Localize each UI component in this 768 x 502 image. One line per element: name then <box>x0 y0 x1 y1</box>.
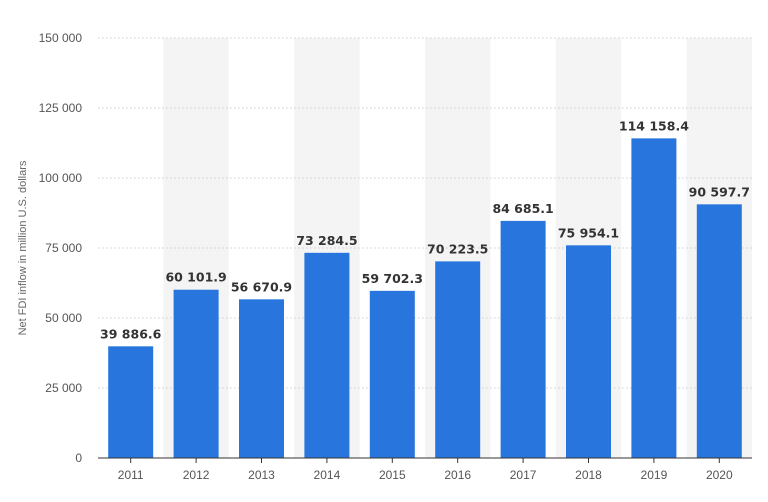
bar-2016[interactable] <box>435 261 481 458</box>
y-tick-label: 75 000 <box>45 241 82 255</box>
data-label-2015: 59 702.3 <box>362 271 423 286</box>
x-tick-label-2015: 2015 <box>379 468 406 482</box>
y-tick-label: 0 <box>75 451 82 465</box>
bar-2015[interactable] <box>369 290 415 458</box>
y-tick-label: 25 000 <box>45 381 82 395</box>
bar-2013[interactable] <box>239 299 284 458</box>
bar-2020[interactable] <box>696 204 742 458</box>
y-axis-ticks: 0 25 000 50 000 75 000 100 000 125 000 150 000 <box>39 31 83 465</box>
data-labels: 39 886.6 60 101.9 56 670.9 73 284.5 59 702.3… <box>100 118 750 341</box>
x-tick-label-2018: 2018 <box>575 468 602 482</box>
x-tick-label-2011: 2011 <box>118 468 144 482</box>
x-tick-label-2017: 2017 <box>510 468 537 482</box>
bar-2019[interactable] <box>631 138 677 458</box>
x-tick-label-2013: 2013 <box>248 468 275 482</box>
data-label-2020: 90 597.7 <box>689 184 750 199</box>
data-label-2012: 60 101.9 <box>165 270 226 285</box>
x-tick-label-2016: 2016 <box>444 468 471 482</box>
bar-2014[interactable] <box>304 252 350 458</box>
y-axis-title: Net FDI inflow in million U.S. dollars <box>17 160 29 335</box>
y-tick-label: 125 000 <box>39 101 83 115</box>
x-tick-label-2012: 2012 <box>183 468 210 482</box>
x-tick-label-2019: 2019 <box>641 468 668 482</box>
bar-2018[interactable] <box>566 245 611 458</box>
data-label-2014: 73 284.5 <box>296 233 357 248</box>
y-tick-label: 100 000 <box>39 171 83 185</box>
x-axis-ticks: 2011 2012 2013 2014 2015 2016 2017 2018 2019 2020 <box>118 458 733 482</box>
bar-2011[interactable] <box>108 346 154 458</box>
bars <box>108 138 742 458</box>
data-label-2019: 114 158.4 <box>619 118 689 133</box>
bar-2012[interactable] <box>173 289 219 458</box>
bar-2017[interactable] <box>500 220 546 458</box>
data-label-2018: 75 954.1 <box>558 225 619 240</box>
data-label-2011: 39 886.6 <box>100 326 162 341</box>
y-tick-label: 50 000 <box>45 311 82 325</box>
y-tick-label: 150 000 <box>39 31 83 45</box>
data-label-2016: 70 223.5 <box>427 241 488 256</box>
x-tick-label-2020: 2020 <box>706 468 733 482</box>
data-label-2017: 84 685.1 <box>492 201 553 216</box>
data-label-2013: 56 670.9 <box>231 279 292 294</box>
x-tick-label-2014: 2014 <box>314 468 341 482</box>
